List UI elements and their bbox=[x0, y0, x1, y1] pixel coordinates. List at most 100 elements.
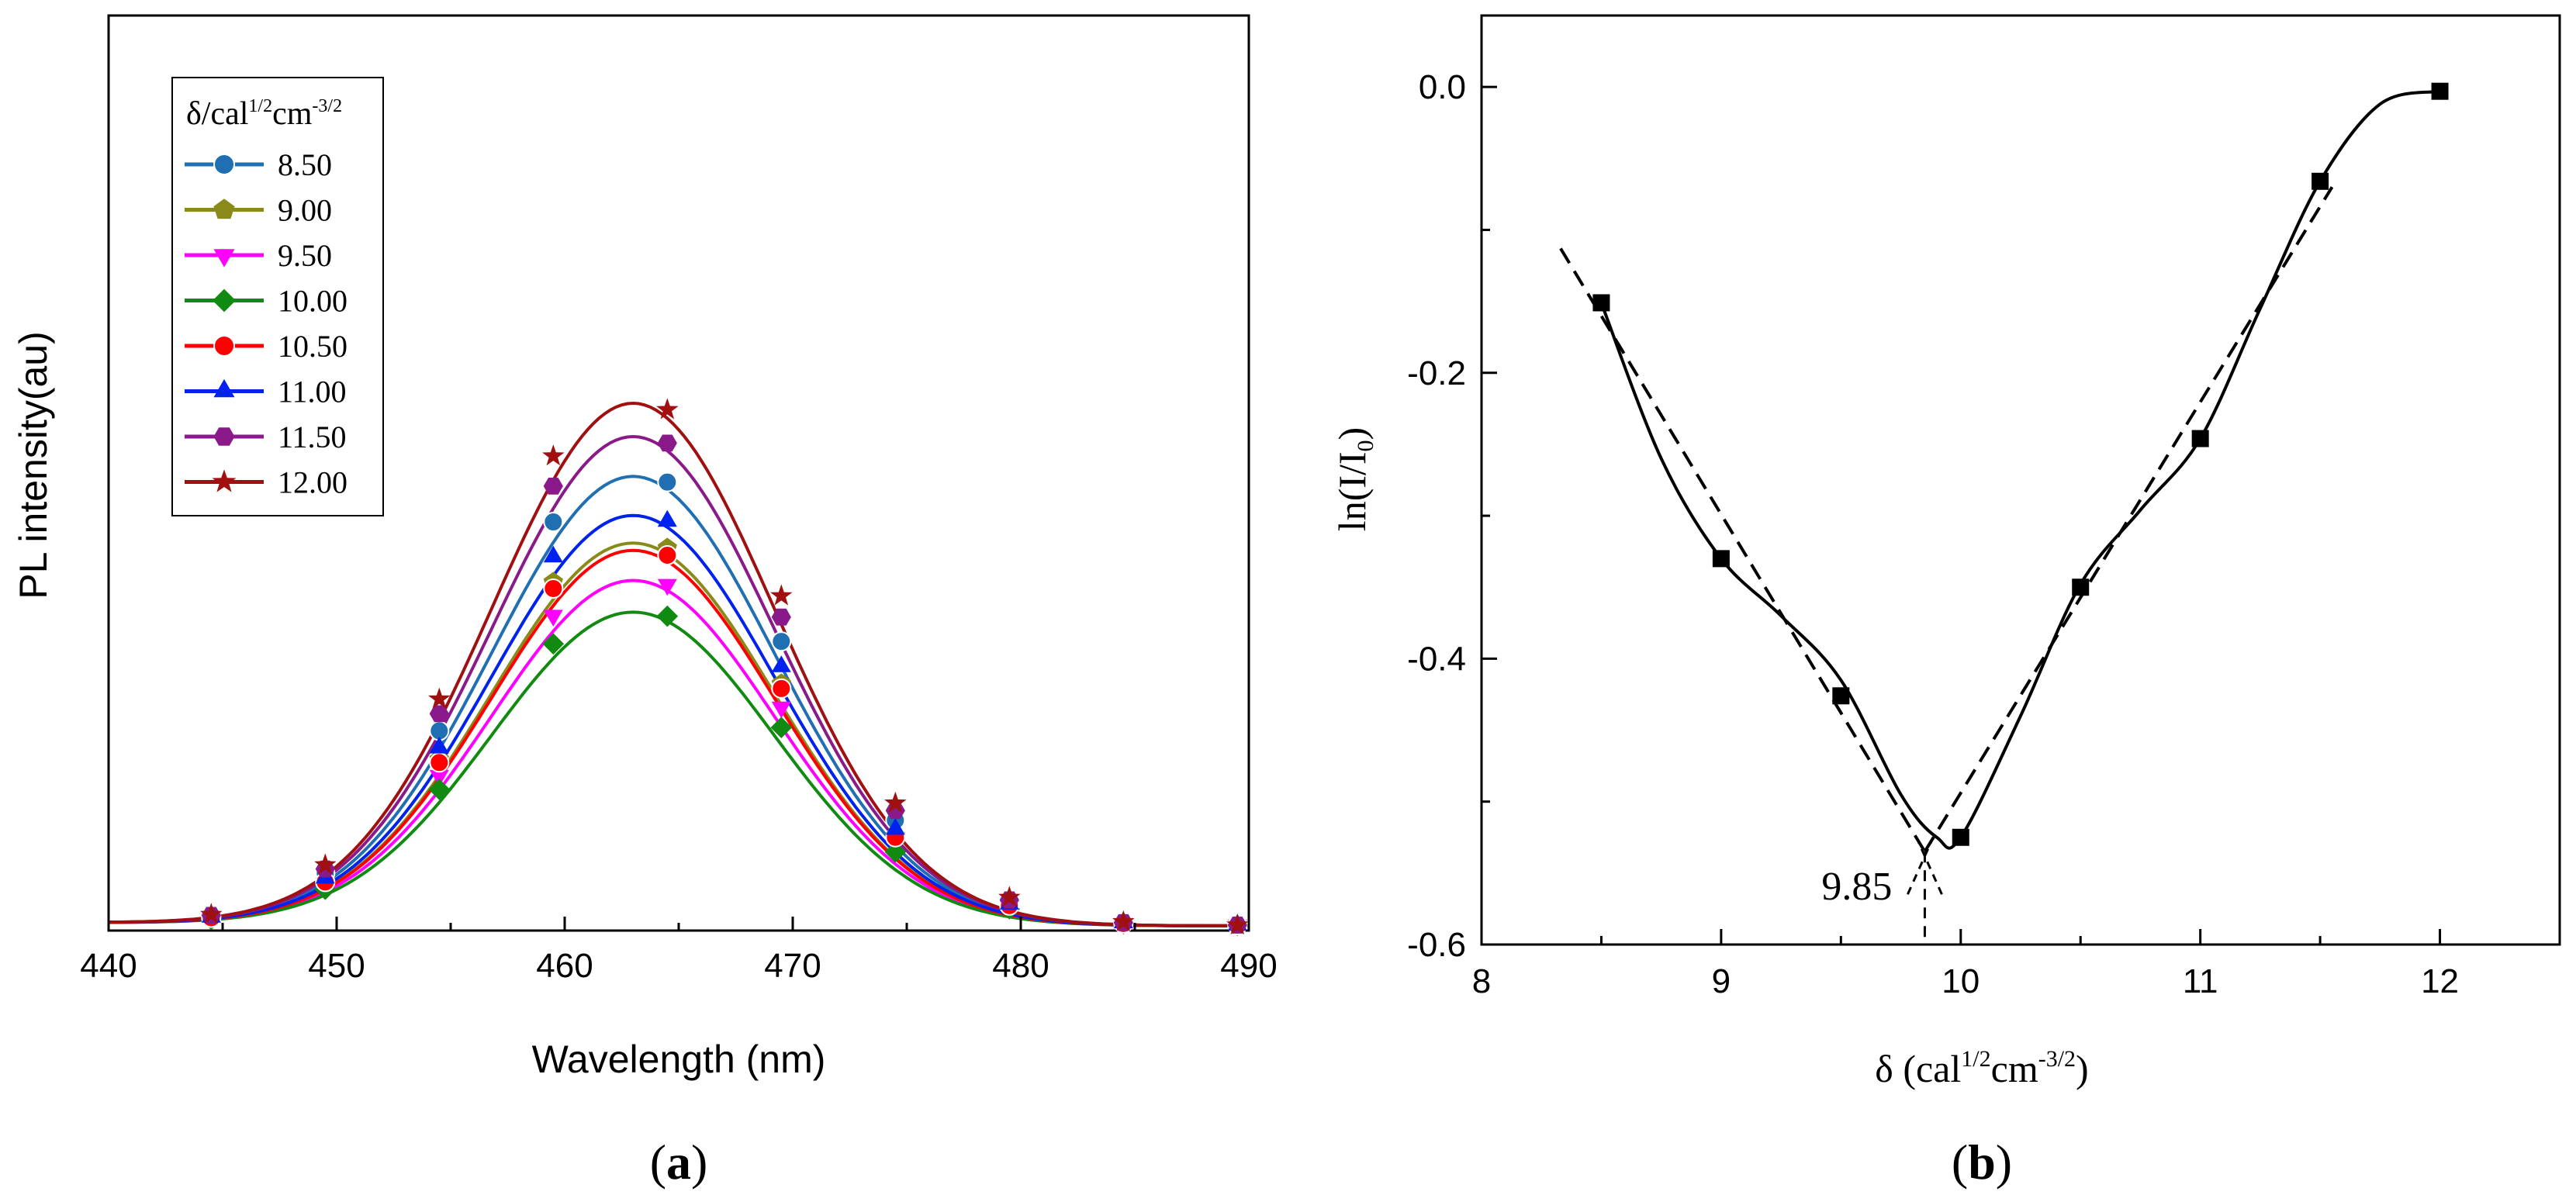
data-point-8.50-459.5 bbox=[543, 512, 564, 533]
x-tick-label-11: 11 bbox=[2183, 962, 2218, 1000]
x-tick-label-440: 440 bbox=[80, 947, 137, 985]
panel-b-plot-frame bbox=[1480, 14, 2561, 946]
panel-a-legend: δ/cal1/2cm-3/2 8.50 9.00 9.50 10.00 10.50 11.… bbox=[171, 77, 384, 516]
panel-a-caption: (a) bbox=[650, 1135, 708, 1190]
data-point-12.00-469.5 bbox=[770, 584, 793, 606]
legend-marker-9.00 bbox=[213, 199, 235, 219]
legend-marker-9.50 bbox=[213, 249, 235, 268]
panel-b-solubility-chart: 8 9 10 11 12 -0.6 -0.4 -0.2 0.0 9.85 δ (cal1/2c… bbox=[1330, 14, 2561, 1190]
panel-b-y-ticks: -0.6 -0.4 -0.2 0.0 bbox=[1407, 68, 1497, 964]
x-tick-label-8: 8 bbox=[1472, 962, 1491, 1000]
data-point-9.50-464.5 bbox=[657, 579, 677, 596]
data-point-10 bbox=[1952, 828, 1969, 846]
data-point-10.00-469.5 bbox=[770, 717, 793, 738]
data-point-10.50-469.5 bbox=[771, 678, 792, 699]
legend-box bbox=[171, 77, 384, 516]
panel-a-x-ticks: 440 450 460 470 480 490 bbox=[80, 917, 1278, 985]
legend-marker-8.50 bbox=[213, 154, 235, 175]
data-point-11 bbox=[2191, 430, 2209, 447]
data-point-12.00-484.5 bbox=[1112, 910, 1135, 931]
y-tick-label--0.4: -0.4 bbox=[1407, 640, 1466, 678]
panel-b-smooth-curve bbox=[1599, 89, 2441, 850]
fit-line-left bbox=[1559, 247, 1927, 853]
legend-label-10.50: 10.50 bbox=[278, 329, 348, 364]
legend-label-12.00: 12.00 bbox=[278, 465, 348, 500]
legend-marker-11.50 bbox=[213, 427, 235, 446]
panel-a-x-axis-label: Wavelength (nm) bbox=[532, 1038, 826, 1081]
data-point-11.00-454.5 bbox=[429, 737, 449, 754]
x-tick-label-9: 9 bbox=[1712, 962, 1731, 1000]
data-point-9 bbox=[1712, 550, 1730, 568]
panel-a-spectra-chart: 440 450 460 470 480 490 Wavelength (nm) PL in… bbox=[12, 14, 1278, 1190]
panel-a-y-axis-label: PL intensity(au) bbox=[12, 331, 55, 599]
data-point-10.00-454.5 bbox=[428, 779, 451, 800]
y-tick-label--0.6: -0.6 bbox=[1407, 926, 1466, 964]
legend-label-8.50: 8.50 bbox=[278, 147, 332, 182]
x-tick-label-470: 470 bbox=[764, 947, 821, 985]
x-tick-label-450: 450 bbox=[308, 947, 365, 985]
data-point-11.50-459.5 bbox=[543, 478, 563, 495]
legend-title: δ/cal1/2cm-3/2 bbox=[186, 96, 342, 132]
data-point-11.00-464.5 bbox=[657, 509, 677, 527]
panel-b-x-axis-label: δ (cal1/2cm-3/2) bbox=[1875, 1046, 2088, 1090]
data-point-11.5 bbox=[2311, 172, 2329, 190]
data-point-9.5 bbox=[1832, 687, 1850, 705]
data-point-10.50-459.5 bbox=[543, 578, 564, 599]
legend-label-11.50: 11.50 bbox=[278, 420, 347, 454]
data-point-12.00-474.5 bbox=[884, 791, 907, 813]
panel-b-y-axis-label: ln(I/I0) bbox=[1330, 427, 1378, 531]
x-tick-label-12: 12 bbox=[2421, 962, 2459, 1000]
smooth-curve-path bbox=[1599, 89, 2441, 850]
legend-marker-11.00 bbox=[213, 378, 235, 398]
data-point-11.50-454.5 bbox=[429, 705, 449, 723]
data-point-11.50-469.5 bbox=[771, 608, 791, 626]
panel-b-data-points bbox=[1592, 82, 2449, 846]
y-tick-label--0.2: -0.2 bbox=[1407, 354, 1466, 392]
intersection-annotation: 9.85 bbox=[1821, 865, 1892, 909]
data-point-12.00-464.5 bbox=[656, 398, 679, 420]
intersection-cross-right bbox=[1917, 841, 1943, 895]
data-point-11.00-474.5 bbox=[885, 817, 905, 835]
data-point-12.00-479.5 bbox=[998, 886, 1021, 907]
panel-a-curves bbox=[108, 401, 1250, 927]
data-point-11.00-459.5 bbox=[543, 545, 563, 563]
data-point-12.00-449.5 bbox=[314, 853, 337, 875]
data-point-11.50-464.5 bbox=[657, 434, 677, 452]
data-point-9.50-459.5 bbox=[543, 610, 563, 627]
legend-marker-12.00 bbox=[212, 469, 237, 492]
x-tick-label-460: 460 bbox=[536, 947, 593, 985]
data-point-12.00-444.5 bbox=[200, 903, 223, 924]
data-point-10.5 bbox=[2072, 579, 2090, 596]
legend-label-9.00: 9.00 bbox=[278, 193, 332, 228]
data-point-12.00-459.5 bbox=[542, 444, 565, 466]
legend-entries: 8.50 9.00 9.50 10.00 10.50 11.00 11.50 12.00 bbox=[185, 147, 348, 500]
data-point-10.00-474.5 bbox=[884, 841, 907, 863]
data-point-8.5 bbox=[1592, 294, 1610, 312]
legend-marker-10.50 bbox=[213, 335, 235, 357]
data-point-12.00-489.5 bbox=[1226, 914, 1249, 935]
intersection-cross-left bbox=[1907, 841, 1932, 895]
data-point-9.50-454.5 bbox=[429, 769, 449, 787]
data-point-11.00-469.5 bbox=[771, 655, 791, 672]
legend-label-10.00: 10.00 bbox=[278, 284, 348, 319]
x-tick-label-480: 480 bbox=[992, 947, 1049, 985]
spectrum-curve-12.00 bbox=[109, 401, 1249, 927]
legend-marker-10.00 bbox=[213, 288, 236, 313]
data-point-10.50-464.5 bbox=[657, 545, 678, 566]
x-tick-label-490: 490 bbox=[1220, 947, 1277, 985]
panel-a-markers bbox=[200, 398, 1249, 937]
data-point-10.00-459.5 bbox=[542, 633, 565, 655]
data-point-9.50-469.5 bbox=[771, 701, 791, 719]
y-tick-label-0: 0.0 bbox=[1419, 68, 1466, 106]
data-point-12 bbox=[2431, 82, 2449, 100]
data-point-8.50-464.5 bbox=[657, 471, 678, 492]
data-point-10.50-454.5 bbox=[429, 752, 450, 773]
data-point-12.00-454.5 bbox=[428, 687, 451, 709]
legend-label-9.50: 9.50 bbox=[278, 238, 332, 273]
panel-b-caption: (b) bbox=[1952, 1135, 2012, 1190]
legend-label-11.00: 11.00 bbox=[278, 375, 347, 409]
data-point-8.50-469.5 bbox=[771, 631, 792, 652]
x-tick-label-10: 10 bbox=[1942, 962, 1980, 1000]
data-point-10.00-464.5 bbox=[656, 605, 679, 627]
